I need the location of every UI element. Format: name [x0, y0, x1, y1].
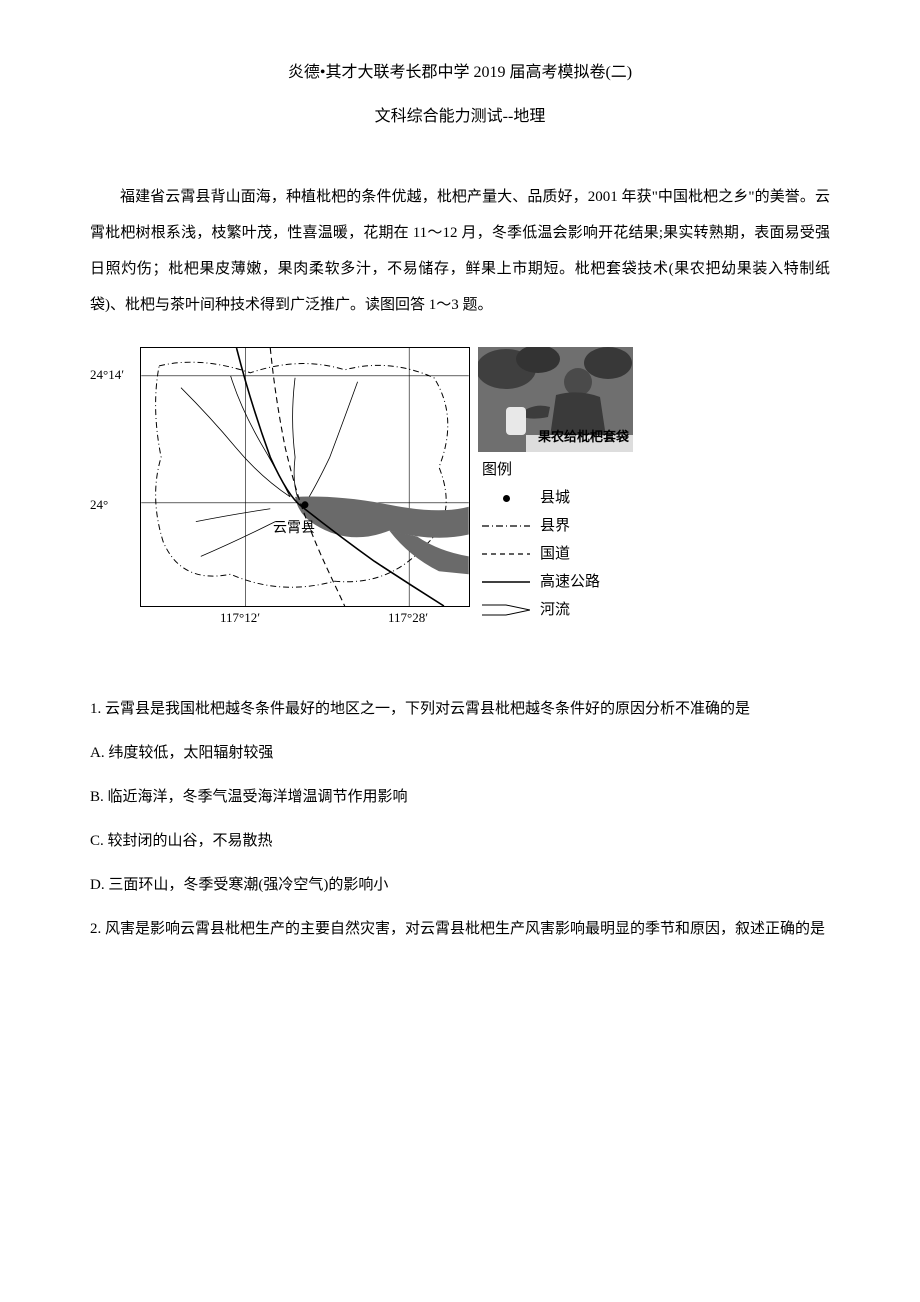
q2-stem: 2. 风害是影响云霄县枇杷生产的主要自然灾害，对云霄县枇杷生产风害影响最明显的季…	[90, 911, 830, 947]
lon-label-2: 117°28′	[388, 608, 428, 629]
dot-icon	[482, 495, 530, 502]
lon-label-1: 117°12′	[220, 608, 260, 629]
dashdot-line-icon	[482, 522, 530, 530]
map-box: 云霄县	[140, 347, 470, 607]
legend-title: 图例	[482, 458, 633, 482]
figure-row: 24°14′ 24°	[90, 341, 830, 631]
lat-label-1: 24°14′	[90, 365, 124, 386]
legend-item-national-road: 国道	[482, 542, 633, 566]
legend-label: 县界	[540, 514, 570, 538]
map-container: 24°14′ 24°	[140, 347, 470, 607]
legend-label: 河流	[540, 598, 570, 622]
lat-label-2: 24°	[90, 495, 108, 516]
legend-column: 果农给枇杷套袋 图例 县城 县界 国道 高速公路	[478, 347, 633, 626]
title-line1: 炎德•其才大联考长郡中学 2019 届高考模拟卷(二)	[90, 60, 830, 86]
q1-stem: 1. 云霄县是我国枇杷越冬条件最好的地区之一，下列对云霄县枇杷越冬条件好的原因分…	[90, 691, 830, 727]
title-line2: 文科综合能力测试--地理	[90, 104, 830, 130]
legend-item-river: 河流	[482, 598, 633, 622]
title-block: 炎德•其才大联考长郡中学 2019 届高考模拟卷(二) 文科综合能力测试--地理	[90, 60, 830, 129]
dashed-line-icon	[482, 550, 530, 558]
legend-label: 国道	[540, 542, 570, 566]
map-city-label: 云霄县	[273, 518, 315, 540]
photo-caption: 果农给枇杷套袋	[538, 427, 629, 448]
legend-label: 县城	[540, 486, 570, 510]
photo-box: 果农给枇杷套袋	[478, 347, 633, 452]
solid-line-icon	[482, 578, 530, 586]
legend-item-expressway: 高速公路	[482, 570, 633, 594]
river-icon	[482, 603, 530, 617]
legend-label: 高速公路	[540, 570, 600, 594]
intro-paragraph: 福建省云霄县背山面海，种植枇杷的条件优越，枇杷产量大、品质好，2001 年获"中…	[90, 179, 830, 323]
q1-option-c: C. 较封闭的山谷，不易散热	[90, 823, 830, 859]
legend-item-county-seat: 县城	[482, 486, 633, 510]
q1-option-a: A. 纬度较低，太阳辐射较强	[90, 735, 830, 771]
legend-item-county-boundary: 县界	[482, 514, 633, 538]
map-svg	[141, 348, 469, 606]
q1-option-b: B. 临近海洋，冬季气温受海洋增温调节作用影响	[90, 779, 830, 815]
q1-option-d: D. 三面环山，冬季受寒潮(强冷空气)的影响小	[90, 867, 830, 903]
